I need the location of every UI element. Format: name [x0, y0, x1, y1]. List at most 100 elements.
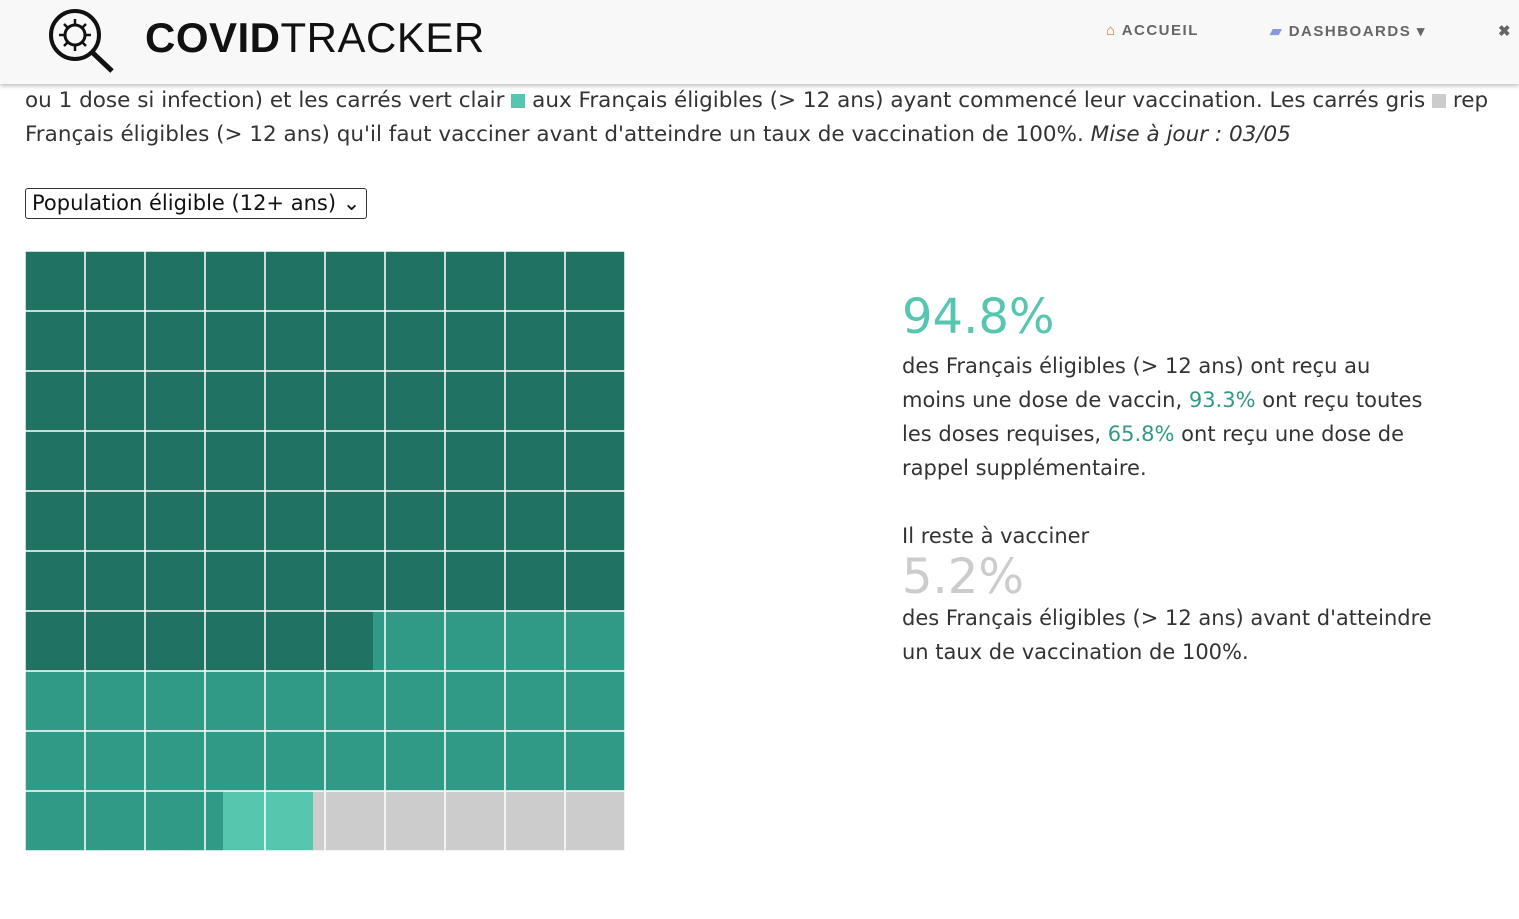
waffle-cell	[385, 371, 445, 431]
waffle-cell	[265, 311, 325, 371]
waffle-cell	[205, 611, 265, 671]
waffle-cell	[85, 671, 145, 731]
text: des Français éligibles (> 12 ans) ont re…	[902, 354, 1371, 412]
waffle-cell	[265, 611, 325, 671]
logo[interactable]: COVIDTRACKER	[145, 14, 485, 62]
waffle-cell	[445, 611, 505, 671]
header: COVIDTRACKER ⌂ ACCUEIL ▰ DASHBOARDS ▾ ✖	[0, 0, 1519, 84]
waffle-cell	[145, 311, 205, 371]
waffle-cell	[205, 791, 223, 851]
text: Il reste à vacciner	[902, 524, 1090, 548]
waffle-cell	[505, 551, 565, 611]
waffle-cell	[145, 491, 205, 551]
waffle-cell	[565, 431, 625, 491]
waffle-cell	[265, 491, 325, 551]
waffle-cell	[565, 731, 625, 791]
waffle-cell	[325, 431, 385, 491]
waffle-cell	[385, 671, 445, 731]
intro: ou 1 dose si infection) et les carrés ve…	[25, 84, 1519, 152]
waffle-cell	[25, 731, 85, 791]
waffle-cell	[505, 371, 565, 431]
update-date: Mise à jour : 03/05	[1090, 122, 1291, 147]
waffle-cell	[145, 731, 205, 791]
stat-big: 94.8%	[902, 289, 1055, 345]
stat-inline: 65.8%	[1107, 422, 1175, 446]
waffle-cell	[325, 731, 385, 791]
waffle-cell	[565, 371, 625, 431]
waffle-cell	[205, 251, 265, 311]
waffle-cell	[145, 431, 205, 491]
waffle-cell	[445, 731, 505, 791]
nav-home[interactable]: ⌂ ACCUEIL	[1106, 22, 1199, 39]
text: Français éligibles (> 12 ans) qu'il faut…	[25, 122, 1084, 147]
waffle-cell	[325, 671, 385, 731]
waffle-cell	[445, 251, 505, 311]
waffle-cell	[205, 491, 265, 551]
waffle-cell	[25, 791, 85, 851]
waffle-cell	[265, 371, 325, 431]
waffle-cell	[265, 791, 313, 851]
waffle-cell	[445, 551, 505, 611]
waffle-cell	[505, 671, 565, 731]
text: ont reçu toutes les doses requises,	[902, 388, 1423, 446]
waffle-cell	[325, 611, 373, 671]
text: des Français éligibles (> 12 ans) avant …	[902, 606, 1432, 664]
text: aux Français éligibles (> 12 ans) ayant …	[532, 88, 1426, 113]
waffle-cell	[25, 491, 85, 551]
waffle-cell	[265, 731, 325, 791]
waffle-cell	[325, 551, 385, 611]
waffle-cell	[145, 791, 205, 851]
nav-tools[interactable]: ✖	[1498, 23, 1513, 40]
waffle-cell	[505, 431, 565, 491]
waffle-cell	[25, 251, 85, 311]
waffle-cell	[505, 491, 565, 551]
waffle-cell	[265, 431, 325, 491]
waffle-cell	[265, 671, 325, 731]
waffle-cell	[325, 491, 385, 551]
waffle-chart	[25, 251, 625, 851]
waffle-cell	[385, 431, 445, 491]
stat-text: des Français éligibles (> 12 ans) ont re…	[902, 349, 1432, 485]
waffle-cell	[205, 671, 265, 731]
waffle-cell	[445, 491, 505, 551]
waffle-cell	[565, 311, 625, 371]
waffle-cell	[265, 551, 325, 611]
waffle-cell	[445, 671, 505, 731]
nav-label: ACCUEIL	[1121, 22, 1199, 39]
legend-square	[1432, 94, 1447, 108]
legend-square	[511, 94, 526, 108]
waffle-cell	[205, 551, 265, 611]
waffle-cell	[385, 491, 445, 551]
waffle-cell	[85, 251, 145, 311]
waffle-cell	[385, 611, 445, 671]
logo-bold: COVID	[145, 14, 281, 61]
logo-icon	[49, 9, 114, 73]
waffle-cell	[205, 731, 265, 791]
waffle-cell	[565, 251, 625, 311]
waffle-cell	[385, 251, 445, 311]
waffle-cell	[85, 611, 145, 671]
waffle-cell	[25, 311, 85, 371]
population-select[interactable]: Population éligible (12+ ans) ⌄	[25, 188, 368, 219]
waffle-cell	[385, 731, 445, 791]
waffle-cell	[445, 371, 505, 431]
waffle-cell	[385, 551, 445, 611]
waffle-cell	[325, 371, 385, 431]
waffle-cell	[385, 311, 445, 371]
waffle-cell	[145, 551, 205, 611]
logo-light: TRACKER	[280, 14, 485, 61]
waffle-cell	[445, 311, 505, 371]
stats: 94.8% des Français éligibles (> 12 ans) …	[902, 285, 1432, 669]
waffle-cell	[85, 791, 145, 851]
waffle-cell	[205, 431, 265, 491]
waffle-cell	[25, 611, 85, 671]
waffle-cell	[145, 611, 205, 671]
select-label: Population éligible (12+ ans)	[32, 191, 337, 215]
waffle-cell	[85, 551, 145, 611]
waffle-cell	[505, 731, 565, 791]
text: ou 1 dose si infection) et les carrés ve…	[25, 88, 505, 113]
waffle-cell	[25, 371, 85, 431]
waffle-cell	[565, 611, 625, 671]
nav-dashboards[interactable]: ▰ DASHBOARDS ▾	[1270, 23, 1426, 40]
waffle-cell	[445, 431, 505, 491]
